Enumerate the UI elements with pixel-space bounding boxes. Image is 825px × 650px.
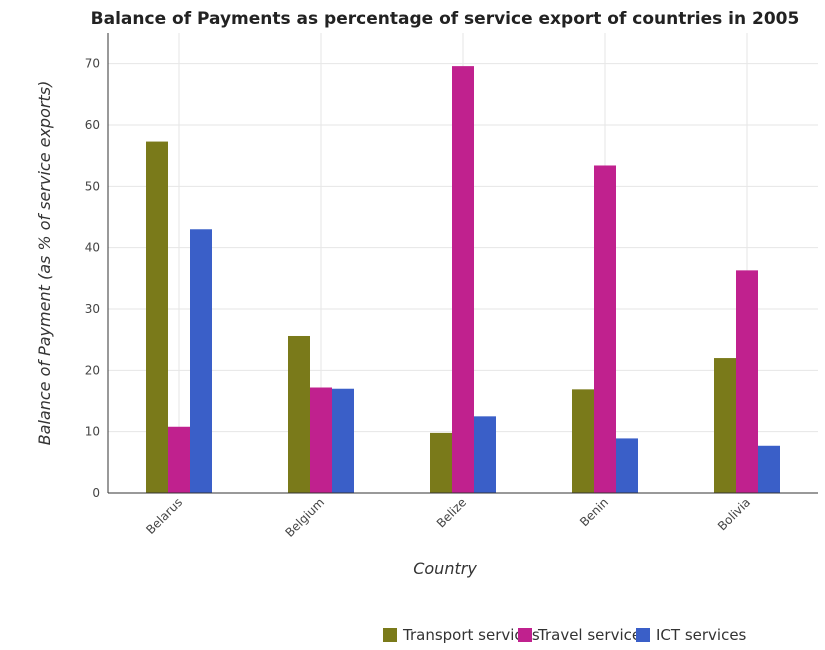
x-tick-labels: Belarus Belgium Belize Benin Bolivia [143, 495, 753, 540]
y-tick-label: 10 [85, 425, 100, 439]
axes [107, 33, 818, 494]
legend-swatch [518, 628, 532, 642]
y-tick-label: 60 [85, 118, 100, 132]
y-tick-labels: 0 10 20 30 40 50 60 70 [85, 57, 100, 500]
bar-transport-services [572, 389, 594, 493]
x-tick-label: Belarus [143, 495, 185, 537]
bar-travel-services [736, 270, 758, 493]
bar-ict-services [758, 445, 780, 493]
x-tick-label: Belize [434, 495, 469, 530]
x-tick-label: Benin [577, 495, 611, 529]
bar-transport-services [430, 432, 452, 493]
bar-travel-services [310, 387, 332, 493]
legend-swatch [383, 628, 397, 642]
bar-transport-services [146, 141, 168, 493]
bar-ict-services [332, 388, 354, 493]
bar-transport-services [714, 358, 736, 493]
chart-title: Balance of Payments as percentage of ser… [91, 9, 800, 29]
x-axis-title: Country [413, 559, 477, 578]
legend-label: Travel services [537, 626, 649, 644]
bars [146, 66, 780, 494]
y-tick-label: 30 [85, 302, 100, 316]
bar-travel-services [594, 165, 616, 494]
bar-travel-services [452, 66, 474, 494]
legend-label: ICT services [656, 626, 747, 644]
legend-swatch [636, 628, 650, 642]
bar-transport-services [288, 335, 310, 493]
y-tick-label: 50 [85, 179, 100, 193]
y-tick-label: 0 [92, 486, 100, 500]
x-tick-label: Bolivia [715, 495, 753, 533]
y-axis-title: Balance of Payment (as % of service expo… [35, 81, 54, 446]
bar-travel-services [168, 426, 190, 493]
y-tick-label: 40 [85, 241, 100, 255]
bar-ict-services [616, 438, 638, 493]
bar-ict-services [190, 229, 212, 493]
x-tick-label: Belgium [282, 495, 327, 540]
bar-ict-services [474, 416, 496, 493]
legend-label: Transport services [402, 626, 540, 644]
y-tick-label: 70 [85, 57, 100, 71]
y-tick-label: 20 [85, 363, 100, 377]
